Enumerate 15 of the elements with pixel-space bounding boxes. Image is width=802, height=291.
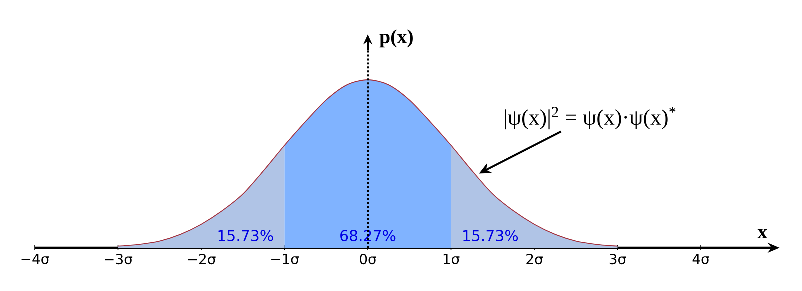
x-tick-label: 3σ: [610, 254, 626, 265]
annotation: |ψ(x)|$^{2}$ = ψ(x)·ψ(x)$^{*}$: [505, 107, 676, 130]
annotation: 15.73%: [218, 230, 274, 242]
annotation: 15.73%: [464, 230, 518, 242]
x-tick-label: 1σ: [444, 254, 460, 264]
x-tick-label: 4σ: [692, 254, 710, 264]
y-axis-title: p(x): [380, 30, 413, 48]
x-tick-label: 0σ: [360, 254, 376, 265]
x-tick-label: −1σ: [272, 254, 300, 264]
x-tick-label: −4σ: [22, 254, 50, 264]
x-axis-title: x: [758, 229, 768, 238]
x-tick-label: 2σ: [526, 254, 543, 265]
annotation: 68.27%: [340, 230, 396, 242]
x-tick-label: −3σ: [105, 254, 133, 265]
x-tick-label: −2σ: [188, 254, 216, 265]
